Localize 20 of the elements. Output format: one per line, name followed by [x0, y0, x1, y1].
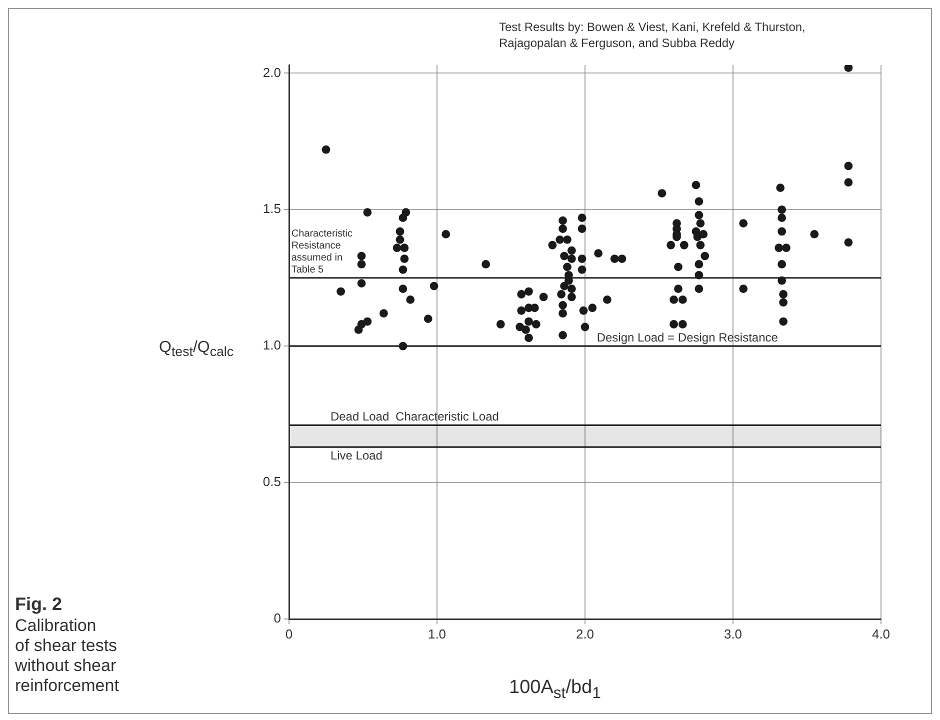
- caption: Fig. 2: [15, 594, 62, 615]
- text: Test Results by: Bowen & Viest, Kani, Krefeld & Thurston, Rajagopalan & Ferguson, and Subba Reddy: [499, 19, 806, 51]
- y-tick-label: 2.0: [262, 64, 281, 80]
- x-tick-label: 4.0: [872, 626, 890, 642]
- x-axis-title: 100A$_{st}$/bd$_{1}$: [509, 677, 601, 703]
- y-tick-label: 0.5: [262, 474, 281, 490]
- x-tick-label: 2.0: [576, 626, 594, 642]
- ref-line-label: Dead Load: [330, 410, 390, 424]
- text: Calibration of shear tests without shear reinforcement: [15, 616, 119, 696]
- y-axis-title: Q$_{test}$/Q$_{calc}$: [159, 339, 234, 360]
- y-tick-label: 1.0: [262, 338, 281, 353]
- x-tick-label: 0: [285, 626, 293, 642]
- y-tick-label: 0: [274, 610, 281, 626]
- ref-line-label: Characteristic Resistance assumed in Table 5: [291, 228, 353, 276]
- band-label: Characteristic Load: [396, 410, 499, 424]
- y-tick-label: 1.5: [262, 201, 281, 216]
- ref-line-label: Design Load = Design Resistance: [596, 330, 778, 344]
- x-tick-label: 1.0: [428, 626, 446, 642]
- ref-line-label: Live Load: [330, 448, 382, 462]
- x-tick-label: 3.0: [724, 626, 742, 642]
